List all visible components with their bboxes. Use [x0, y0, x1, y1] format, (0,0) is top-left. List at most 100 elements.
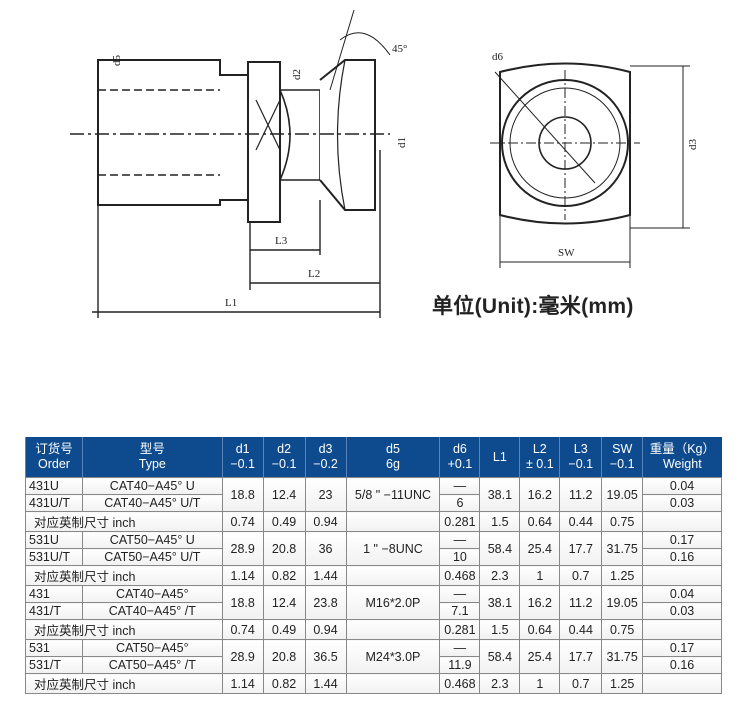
- table-cell: 58.4: [479, 531, 521, 566]
- technical-drawing: d5 d2 d1 45° L3 L2 L1 d6 d3 SW: [70, 9, 699, 318]
- weight-cell: 0.16: [642, 656, 722, 674]
- label-L1: L1: [225, 297, 237, 309]
- label-d3: d3: [687, 139, 699, 151]
- header-line2: −0.1: [568, 457, 594, 471]
- order-cell: 531: [25, 639, 83, 657]
- header-line1: d1: [235, 442, 250, 456]
- table-cell: 0.281: [439, 511, 481, 532]
- table-cell: 7.1: [439, 602, 481, 620]
- pull-stud-end-view: [490, 62, 690, 268]
- table-cell: 16.2: [519, 477, 561, 512]
- inch-row: 对应英制尺寸 inch 1.14 0.82 1.44 0.468 2.3 1 0.7 1.25: [25, 673, 722, 694]
- type-cell: CAT50−A45° U/T: [81, 548, 223, 566]
- table-row: 431 CAT40−A45° 18.8 12.4 23.8 M16*2.0P —38.1 16…: [25, 585, 722, 620]
- table-cell: —: [439, 639, 481, 657]
- table-cell: [345, 619, 441, 640]
- label-d5: d5: [111, 55, 123, 67]
- table-cell: 0.94: [304, 511, 347, 532]
- table-cell: 1.25: [601, 565, 644, 586]
- column-header: d5 6g: [345, 437, 440, 478]
- pull-stud-side-view: [70, 9, 391, 318]
- inch-label: 对应英制尺寸 inch: [25, 673, 223, 694]
- column-header: d2 −0.1: [262, 437, 306, 478]
- table-cell: 0.49: [262, 511, 306, 532]
- table-cell: 0.44: [559, 619, 603, 640]
- table-cell: 6: [439, 494, 481, 512]
- table-cell: 12.4: [262, 477, 306, 512]
- order-cell: 431: [25, 585, 83, 603]
- table-row: 531/T CAT50−A45° /T 11.9 0.16: [25, 656, 722, 674]
- table-cell: 1.5: [479, 619, 521, 640]
- weight-cell: 0.04: [642, 585, 722, 603]
- table-cell: 1.44: [304, 565, 347, 586]
- table-cell: 20.8: [262, 639, 306, 674]
- table-cell: 10: [439, 548, 481, 566]
- inch-label: 对应英制尺寸 inch: [25, 619, 223, 640]
- table-cell: M24*3.0P: [345, 639, 441, 674]
- table-cell: 1.25: [601, 673, 644, 694]
- column-header: d3 −0.2: [304, 437, 346, 478]
- header-line2: Order: [37, 457, 70, 471]
- table-cell: 0.468: [439, 565, 481, 586]
- table-cell: 0.82: [262, 673, 306, 694]
- table-cell: 38.1: [479, 585, 521, 620]
- header-line2: −0.1: [609, 457, 635, 471]
- table-cell: 31.75: [601, 639, 644, 674]
- column-header: L3 −0.1: [559, 437, 602, 478]
- table-cell: 16.2: [519, 585, 561, 620]
- weight-cell: 0.03: [642, 494, 722, 512]
- table-row: 531 CAT50−A45° 28.9 20.8 36.5 M24*3.0P —58.4 25…: [25, 639, 722, 674]
- type-cell: CAT40−A45°: [81, 585, 223, 603]
- table-cell: [345, 673, 441, 694]
- table-cell: 0.74: [221, 619, 264, 640]
- weight-cell: 0.16: [642, 548, 722, 566]
- table-cell: 0.64: [519, 511, 561, 532]
- table-cell: 0.75: [601, 619, 644, 640]
- table-row: 531U CAT50−A45° U 28.9 20.8 36 1 " −8UNC —58.4…: [25, 531, 722, 566]
- inch-row: 对应英制尺寸 inch 1.14 0.82 1.44 0.468 2.3 1 0.7 1.25: [25, 565, 722, 586]
- table-cell: 0.281: [439, 619, 481, 640]
- table-cell: 19.05: [601, 585, 644, 620]
- inch-row: 对应英制尺寸 inch 0.74 0.49 0.94 0.281 1.5 0.64 0.44 0…: [25, 511, 722, 532]
- table-cell: 0.94: [304, 619, 347, 640]
- header-line1: 型号: [139, 442, 165, 456]
- header-line1: d2: [277, 442, 292, 456]
- column-header: SW −0.1: [601, 437, 643, 478]
- table-cell: 17.7: [559, 531, 603, 566]
- label-L2: L2: [308, 268, 320, 280]
- label-d2: d2: [291, 69, 303, 80]
- inch-label: 对应英制尺寸 inch: [25, 511, 223, 532]
- column-header: d6 +0.1: [439, 437, 480, 478]
- type-cell: CAT50−A45° U: [81, 531, 223, 549]
- table-cell: 31.75: [601, 531, 644, 566]
- table-cell: 0.7: [559, 673, 603, 694]
- header-line2: ± 0.1: [525, 457, 554, 471]
- order-cell: 531U: [25, 531, 83, 549]
- type-cell: CAT50−A45° /T: [81, 656, 223, 674]
- unit-note: 单位(Unit):毫米(mm): [432, 295, 634, 318]
- order-cell: 531/T: [25, 656, 83, 674]
- table-cell: 0.468: [439, 673, 481, 694]
- header-line2: −0.1: [230, 457, 256, 471]
- weight-cell: 0.17: [642, 531, 722, 549]
- order-cell: 431U: [25, 477, 83, 495]
- table-cell: 0.7: [559, 565, 603, 586]
- table-cell: 11.2: [559, 477, 603, 512]
- weight-cell: 0.03: [642, 602, 722, 620]
- type-cell: CAT40−A45° /T: [81, 602, 223, 620]
- column-header: 型号 Type: [81, 437, 223, 478]
- type-cell: CAT40−A45° U/T: [81, 494, 223, 512]
- column-header: L2 ± 0.1: [519, 437, 560, 478]
- order-cell: 431/T: [25, 602, 83, 620]
- table-cell: 38.1: [479, 477, 521, 512]
- header-line1: L2: [532, 442, 547, 456]
- column-header: 重量（Kg） Weight: [642, 437, 722, 478]
- table-cell: —: [439, 477, 481, 495]
- table-cell: 18.8: [221, 585, 264, 620]
- header-line1: 重量（Kg）: [649, 442, 715, 456]
- table-cell: [642, 565, 722, 586]
- label-SW: SW: [558, 247, 575, 259]
- label-angle: 45°: [392, 43, 407, 55]
- table-cell: 0.74: [221, 511, 264, 532]
- header-line1: d5: [386, 442, 400, 456]
